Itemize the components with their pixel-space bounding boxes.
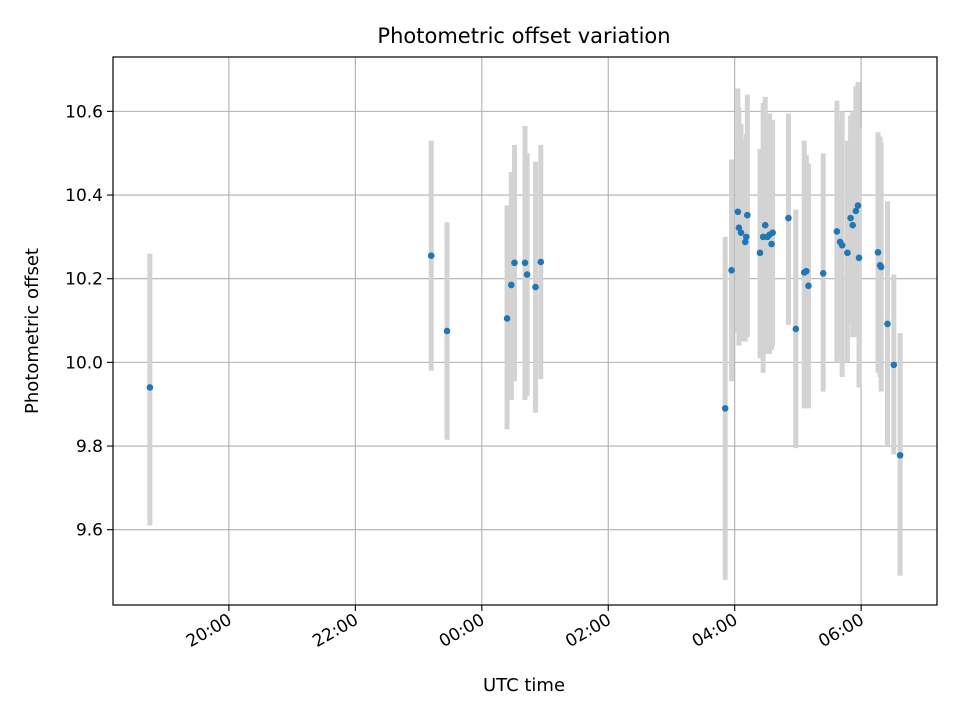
y-tick-label: 9.6 xyxy=(76,521,103,541)
y-axis-label: Photometric offset xyxy=(22,248,43,414)
data-point xyxy=(728,267,735,274)
data-point xyxy=(792,325,800,333)
data-point xyxy=(521,259,529,267)
y-tick-label: 9.8 xyxy=(76,437,103,457)
data-point xyxy=(735,224,743,231)
data-point xyxy=(511,259,518,267)
data-point xyxy=(742,233,750,241)
x-axis-label: UTC time xyxy=(483,675,565,696)
data-point xyxy=(803,267,810,275)
data-point xyxy=(852,207,860,215)
data-point xyxy=(744,211,751,219)
data-point xyxy=(427,252,435,260)
data-point xyxy=(537,258,545,266)
y-tick-label: 10.4 xyxy=(65,186,103,206)
data-point xyxy=(532,283,539,291)
data-point xyxy=(854,202,862,209)
data-point xyxy=(847,214,854,222)
plot-area-frame xyxy=(112,56,938,606)
data-points xyxy=(146,202,904,459)
y-axis-ticks: 9.6 9.8 10.0 10.2 10.4 10.6 xyxy=(65,102,113,541)
data-point xyxy=(741,238,749,246)
data-point xyxy=(737,229,745,236)
data-point xyxy=(721,405,729,412)
data-point xyxy=(877,263,885,271)
data-point xyxy=(884,320,891,328)
data-point xyxy=(819,269,827,277)
data-point xyxy=(761,221,769,229)
data-point xyxy=(443,327,451,335)
data-point xyxy=(785,214,792,222)
data-point xyxy=(833,228,841,235)
data-point xyxy=(874,249,882,256)
data-point xyxy=(855,254,863,262)
data-point xyxy=(503,315,511,322)
data-point xyxy=(768,240,775,248)
data-point xyxy=(805,282,812,290)
data-point xyxy=(756,249,764,257)
data-point xyxy=(146,384,154,391)
data-point xyxy=(523,271,531,278)
y-tick-label: 10.0 xyxy=(65,353,103,373)
data-point xyxy=(890,361,898,369)
y-tick-label: 10.6 xyxy=(65,102,103,122)
data-point xyxy=(844,249,851,257)
data-point xyxy=(896,451,904,459)
data-point xyxy=(838,241,846,249)
data-point xyxy=(734,208,742,216)
data-point xyxy=(849,221,857,229)
chart-title: Photometric offset variation xyxy=(377,24,670,48)
data-point xyxy=(769,229,776,236)
data-point xyxy=(508,281,515,289)
y-tick-label: 10.2 xyxy=(65,270,103,290)
